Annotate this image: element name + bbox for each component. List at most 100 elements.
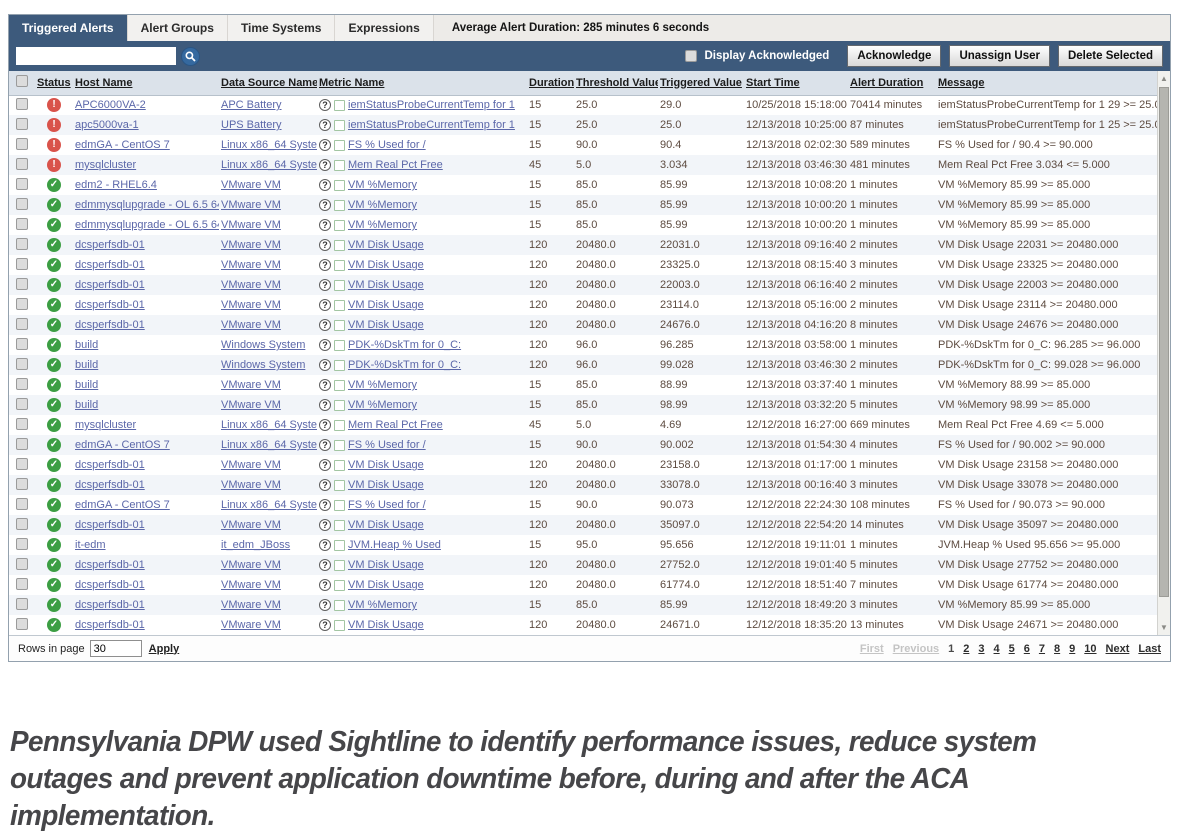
row-checkbox[interactable] xyxy=(16,418,28,430)
page-6[interactable]: 6 xyxy=(1024,643,1030,655)
search-button[interactable] xyxy=(181,47,200,66)
help-icon[interactable]: ? xyxy=(319,619,331,631)
metric-checkbox[interactable] xyxy=(334,100,345,111)
data-source-link[interactable]: VMware VM xyxy=(221,299,281,311)
col-status[interactable]: Status xyxy=(35,71,73,95)
host-link[interactable]: APC6000VA-2 xyxy=(75,99,146,111)
data-source-link[interactable]: UPS Battery xyxy=(221,119,282,131)
metric-link[interactable]: iemStatusProbeCurrentTemp for 1 xyxy=(348,119,515,131)
data-source-link[interactable]: VMware VM xyxy=(221,279,281,291)
row-checkbox[interactable] xyxy=(16,238,28,250)
metric-checkbox[interactable] xyxy=(334,280,345,291)
host-link[interactable]: mysqlcluster xyxy=(75,419,136,431)
metric-checkbox[interactable] xyxy=(334,320,345,331)
tab-time-systems[interactable]: Time Systems xyxy=(228,15,336,41)
col-host-name[interactable]: Host Name xyxy=(73,71,219,95)
metric-checkbox[interactable] xyxy=(334,400,345,411)
host-link[interactable]: dcsperfsdb-01 xyxy=(75,579,145,591)
help-icon[interactable]: ? xyxy=(319,319,331,331)
col-message[interactable]: Message xyxy=(936,71,1157,95)
page-2[interactable]: 2 xyxy=(963,643,969,655)
col-alert-duration[interactable]: Alert Duration xyxy=(848,71,936,95)
host-link[interactable]: build xyxy=(75,359,98,371)
host-link[interactable]: build xyxy=(75,399,98,411)
data-source-link[interactable]: Linux x86_64 System xyxy=(221,499,317,511)
host-link[interactable]: dcsperfsdb-01 xyxy=(75,259,145,271)
acknowledge-button[interactable]: Acknowledge xyxy=(847,45,941,67)
help-icon[interactable]: ? xyxy=(319,99,331,111)
row-checkbox[interactable] xyxy=(16,318,28,330)
vertical-scrollbar[interactable]: ▲ ▼ xyxy=(1157,71,1170,635)
page-10[interactable]: 10 xyxy=(1084,643,1096,655)
row-checkbox[interactable] xyxy=(16,478,28,490)
row-checkbox[interactable] xyxy=(16,558,28,570)
metric-link[interactable]: PDK-%DskTm for 0_C: xyxy=(348,359,461,371)
row-checkbox[interactable] xyxy=(16,458,28,470)
data-source-link[interactable]: VMware VM xyxy=(221,259,281,271)
metric-checkbox[interactable] xyxy=(334,500,345,511)
help-icon[interactable]: ? xyxy=(319,259,331,271)
tab-triggered-alerts[interactable]: Triggered Alerts xyxy=(9,15,128,41)
metric-checkbox[interactable] xyxy=(334,480,345,491)
row-checkbox[interactable] xyxy=(16,578,28,590)
metric-link[interactable]: VM %Memory xyxy=(348,219,417,231)
data-source-link[interactable]: APC Battery xyxy=(221,99,282,111)
metric-link[interactable]: PDK-%DskTm for 0_C: xyxy=(348,339,461,351)
data-source-link[interactable]: VMware VM xyxy=(221,599,281,611)
metric-checkbox[interactable] xyxy=(334,120,345,131)
metric-link[interactable]: VM Disk Usage xyxy=(348,279,424,291)
row-checkbox[interactable] xyxy=(16,258,28,270)
row-checkbox[interactable] xyxy=(16,158,28,170)
scroll-up-icon[interactable]: ▲ xyxy=(1158,72,1170,85)
row-checkbox[interactable] xyxy=(16,378,28,390)
host-link[interactable]: dcsperfsdb-01 xyxy=(75,619,145,631)
col-start-time[interactable]: Start Time xyxy=(744,71,848,95)
metric-link[interactable]: VM %Memory xyxy=(348,179,417,191)
data-source-link[interactable]: VMware VM xyxy=(221,619,281,631)
metric-link[interactable]: VM Disk Usage xyxy=(348,299,424,311)
apply-link[interactable]: Apply xyxy=(149,643,180,655)
rows-in-page-input[interactable] xyxy=(90,640,142,657)
row-checkbox[interactable] xyxy=(16,618,28,630)
row-checkbox[interactable] xyxy=(16,118,28,130)
data-source-link[interactable]: Linux x86_64 System xyxy=(221,139,317,151)
help-icon[interactable]: ? xyxy=(319,159,331,171)
row-checkbox[interactable] xyxy=(16,538,28,550)
tab-alert-groups[interactable]: Alert Groups xyxy=(128,15,228,41)
data-source-link[interactable]: VMware VM xyxy=(221,199,281,211)
help-icon[interactable]: ? xyxy=(319,199,331,211)
help-icon[interactable]: ? xyxy=(319,339,331,351)
help-icon[interactable]: ? xyxy=(319,279,331,291)
row-checkbox[interactable] xyxy=(16,338,28,350)
data-source-link[interactable]: VMware VM xyxy=(221,479,281,491)
data-source-link[interactable]: VMware VM xyxy=(221,179,281,191)
host-link[interactable]: dcsperfsdb-01 xyxy=(75,279,145,291)
host-link[interactable]: edmGA - CentOS 7 xyxy=(75,139,170,151)
help-icon[interactable]: ? xyxy=(319,519,331,531)
page-9[interactable]: 9 xyxy=(1069,643,1075,655)
metric-checkbox[interactable] xyxy=(334,300,345,311)
metric-checkbox[interactable] xyxy=(334,440,345,451)
help-icon[interactable]: ? xyxy=(319,219,331,231)
help-icon[interactable]: ? xyxy=(319,439,331,451)
metric-link[interactable]: VM Disk Usage xyxy=(348,619,424,631)
help-icon[interactable]: ? xyxy=(319,239,331,251)
data-source-link[interactable]: it_edm_JBoss xyxy=(221,539,290,551)
data-source-link[interactable]: VMware VM xyxy=(221,559,281,571)
metric-checkbox[interactable] xyxy=(334,600,345,611)
host-link[interactable]: apc5000va-1 xyxy=(75,119,139,131)
data-source-link[interactable]: VMware VM xyxy=(221,519,281,531)
metric-link[interactable]: VM Disk Usage xyxy=(348,459,424,471)
row-checkbox[interactable] xyxy=(16,138,28,150)
host-link[interactable]: it-edm xyxy=(75,539,106,551)
metric-link[interactable]: FS % Used for / xyxy=(348,499,426,511)
help-icon[interactable]: ? xyxy=(319,559,331,571)
select-all-checkbox[interactable] xyxy=(16,75,28,87)
metric-link[interactable]: iemStatusProbeCurrentTemp for 1 xyxy=(348,99,515,111)
page-7[interactable]: 7 xyxy=(1039,643,1045,655)
help-icon[interactable]: ? xyxy=(319,359,331,371)
host-link[interactable]: edmmysqlupgrade - OL 6.5 64-bit xyxy=(75,199,219,211)
host-link[interactable]: dcsperfsdb-01 xyxy=(75,519,145,531)
data-source-link[interactable]: Windows System xyxy=(221,339,305,351)
metric-link[interactable]: VM Disk Usage xyxy=(348,519,424,531)
